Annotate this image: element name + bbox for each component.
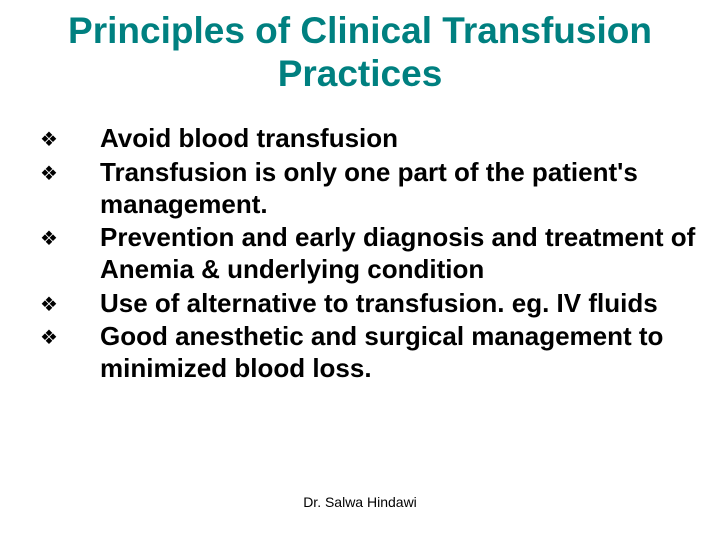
bullet-text: Use of alternative to transfusion. eg. I… xyxy=(100,288,700,320)
slide-title: Principles of Clinical Transfusion Pract… xyxy=(20,10,700,95)
slide: Principles of Clinical Transfusion Pract… xyxy=(0,0,720,540)
diamond-bullet-icon: ❖ xyxy=(40,288,100,318)
list-item: ❖ Prevention and early diagnosis and tre… xyxy=(40,222,700,285)
bullet-text: Avoid blood transfusion xyxy=(100,123,700,155)
list-item: ❖ Good anesthetic and surgical managemen… xyxy=(40,321,700,384)
list-item: ❖ Use of alternative to transfusion. eg.… xyxy=(40,288,700,320)
bullet-text: Prevention and early diagnosis and treat… xyxy=(100,222,700,285)
list-item: ❖ Transfusion is only one part of the pa… xyxy=(40,157,700,220)
list-item: ❖ Avoid blood transfusion xyxy=(40,123,700,155)
bullet-text: Good anesthetic and surgical management … xyxy=(100,321,700,384)
diamond-bullet-icon: ❖ xyxy=(40,321,100,351)
slide-footer: Dr. Salwa Hindawi xyxy=(0,494,720,510)
bullet-text: Transfusion is only one part of the pati… xyxy=(100,157,700,220)
diamond-bullet-icon: ❖ xyxy=(40,123,100,153)
bullet-list: ❖ Avoid blood transfusion ❖ Transfusion … xyxy=(20,123,700,385)
diamond-bullet-icon: ❖ xyxy=(40,157,100,187)
diamond-bullet-icon: ❖ xyxy=(40,222,100,252)
